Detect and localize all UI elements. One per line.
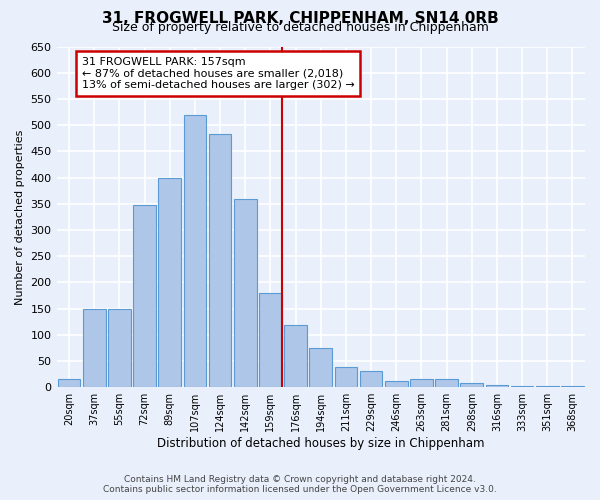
Bar [435,380,458,387]
Bar [284,326,307,387]
Bar [335,368,357,387]
Bar [209,134,232,387]
Bar [511,386,533,387]
Bar [360,372,382,387]
Text: Contains HM Land Registry data © Crown copyright and database right 2024.
Contai: Contains HM Land Registry data © Crown c… [103,474,497,494]
Bar [108,308,131,387]
Bar [158,178,181,387]
Bar [58,380,80,387]
X-axis label: Distribution of detached houses by size in Chippenham: Distribution of detached houses by size … [157,437,485,450]
Bar [133,205,156,387]
Bar [234,198,257,387]
Bar [184,114,206,387]
Y-axis label: Number of detached properties: Number of detached properties [15,129,25,304]
Bar [385,381,407,387]
Text: Size of property relative to detached houses in Chippenham: Size of property relative to detached ho… [112,22,488,35]
Bar [259,293,282,387]
Bar [410,380,433,387]
Bar [460,383,483,387]
Bar [83,308,106,387]
Bar [536,386,559,387]
Bar [485,384,508,387]
Text: 31 FROGWELL PARK: 157sqm
← 87% of detached houses are smaller (2,018)
13% of sem: 31 FROGWELL PARK: 157sqm ← 87% of detach… [82,57,355,90]
Text: 31, FROGWELL PARK, CHIPPENHAM, SN14 0RB: 31, FROGWELL PARK, CHIPPENHAM, SN14 0RB [101,11,499,26]
Bar [561,386,584,387]
Bar [310,348,332,387]
